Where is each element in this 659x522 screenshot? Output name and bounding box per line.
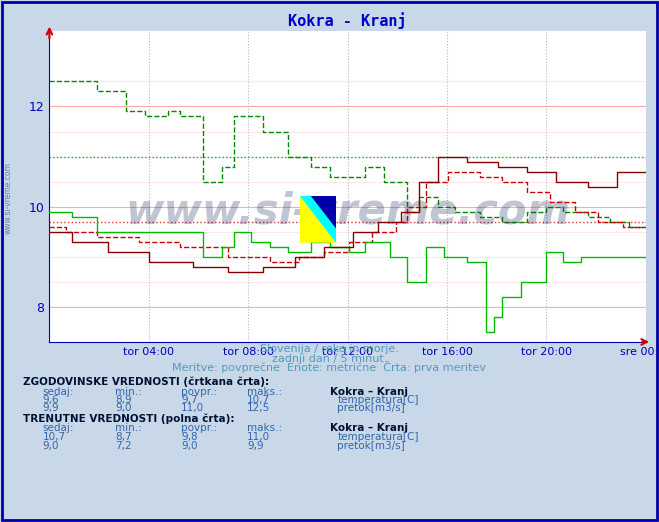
Text: 10,7: 10,7 — [247, 395, 270, 405]
Text: maks.:: maks.: — [247, 423, 282, 433]
Text: maks.:: maks.: — [247, 387, 282, 397]
Text: 9,7: 9,7 — [181, 395, 198, 405]
Text: Kokra – Kranj: Kokra – Kranj — [330, 387, 407, 397]
Text: 9,0: 9,0 — [115, 404, 132, 413]
Polygon shape — [300, 196, 336, 243]
Text: 9,9: 9,9 — [43, 404, 59, 413]
Text: pretok[m3/s]: pretok[m3/s] — [337, 441, 405, 451]
Text: min.:: min.: — [115, 387, 142, 397]
Text: pretok[m3/s]: pretok[m3/s] — [337, 404, 405, 413]
Text: www.si-vreme.com: www.si-vreme.com — [3, 162, 13, 234]
Polygon shape — [300, 196, 336, 243]
Text: 8,9: 8,9 — [115, 395, 132, 405]
Text: sedaj:: sedaj: — [43, 423, 74, 433]
Text: 8,7: 8,7 — [115, 432, 132, 442]
Text: ZGODOVINSKE VREDNOSTI (črtkana črta):: ZGODOVINSKE VREDNOSTI (črtkana črta): — [23, 377, 269, 387]
Text: 9,6: 9,6 — [43, 395, 59, 405]
Text: min.:: min.: — [115, 423, 142, 433]
Text: temperatura[C]: temperatura[C] — [337, 395, 419, 405]
Text: 9,0: 9,0 — [43, 441, 59, 451]
Text: sedaj:: sedaj: — [43, 387, 74, 397]
Text: povpr.:: povpr.: — [181, 387, 217, 397]
Text: temperatura[C]: temperatura[C] — [337, 432, 419, 442]
Polygon shape — [311, 196, 336, 229]
Text: www.si-vreme.com: www.si-vreme.com — [125, 191, 570, 232]
Text: 9,0: 9,0 — [181, 441, 198, 451]
Title: Kokra - Kranj: Kokra - Kranj — [288, 12, 407, 29]
Text: zadnji dan / 5 minut.: zadnji dan / 5 minut. — [272, 354, 387, 364]
Text: 9,9: 9,9 — [247, 441, 264, 451]
Text: Kokra – Kranj: Kokra – Kranj — [330, 423, 407, 433]
Text: TRENUTNE VREDNOSTI (polna črta):: TRENUTNE VREDNOSTI (polna črta): — [23, 413, 235, 424]
Text: 7,2: 7,2 — [115, 441, 132, 451]
Text: 9,8: 9,8 — [181, 432, 198, 442]
Text: 11,0: 11,0 — [247, 432, 270, 442]
Text: 10,7: 10,7 — [43, 432, 66, 442]
Text: Slovenija / reke in morje.: Slovenija / reke in morje. — [260, 345, 399, 354]
Text: Meritve: povprečne  Enote: metrične  Črta: prva meritev: Meritve: povprečne Enote: metrične Črta:… — [173, 361, 486, 373]
Text: 12,5: 12,5 — [247, 404, 270, 413]
Text: 11,0: 11,0 — [181, 404, 204, 413]
Text: povpr.:: povpr.: — [181, 423, 217, 433]
